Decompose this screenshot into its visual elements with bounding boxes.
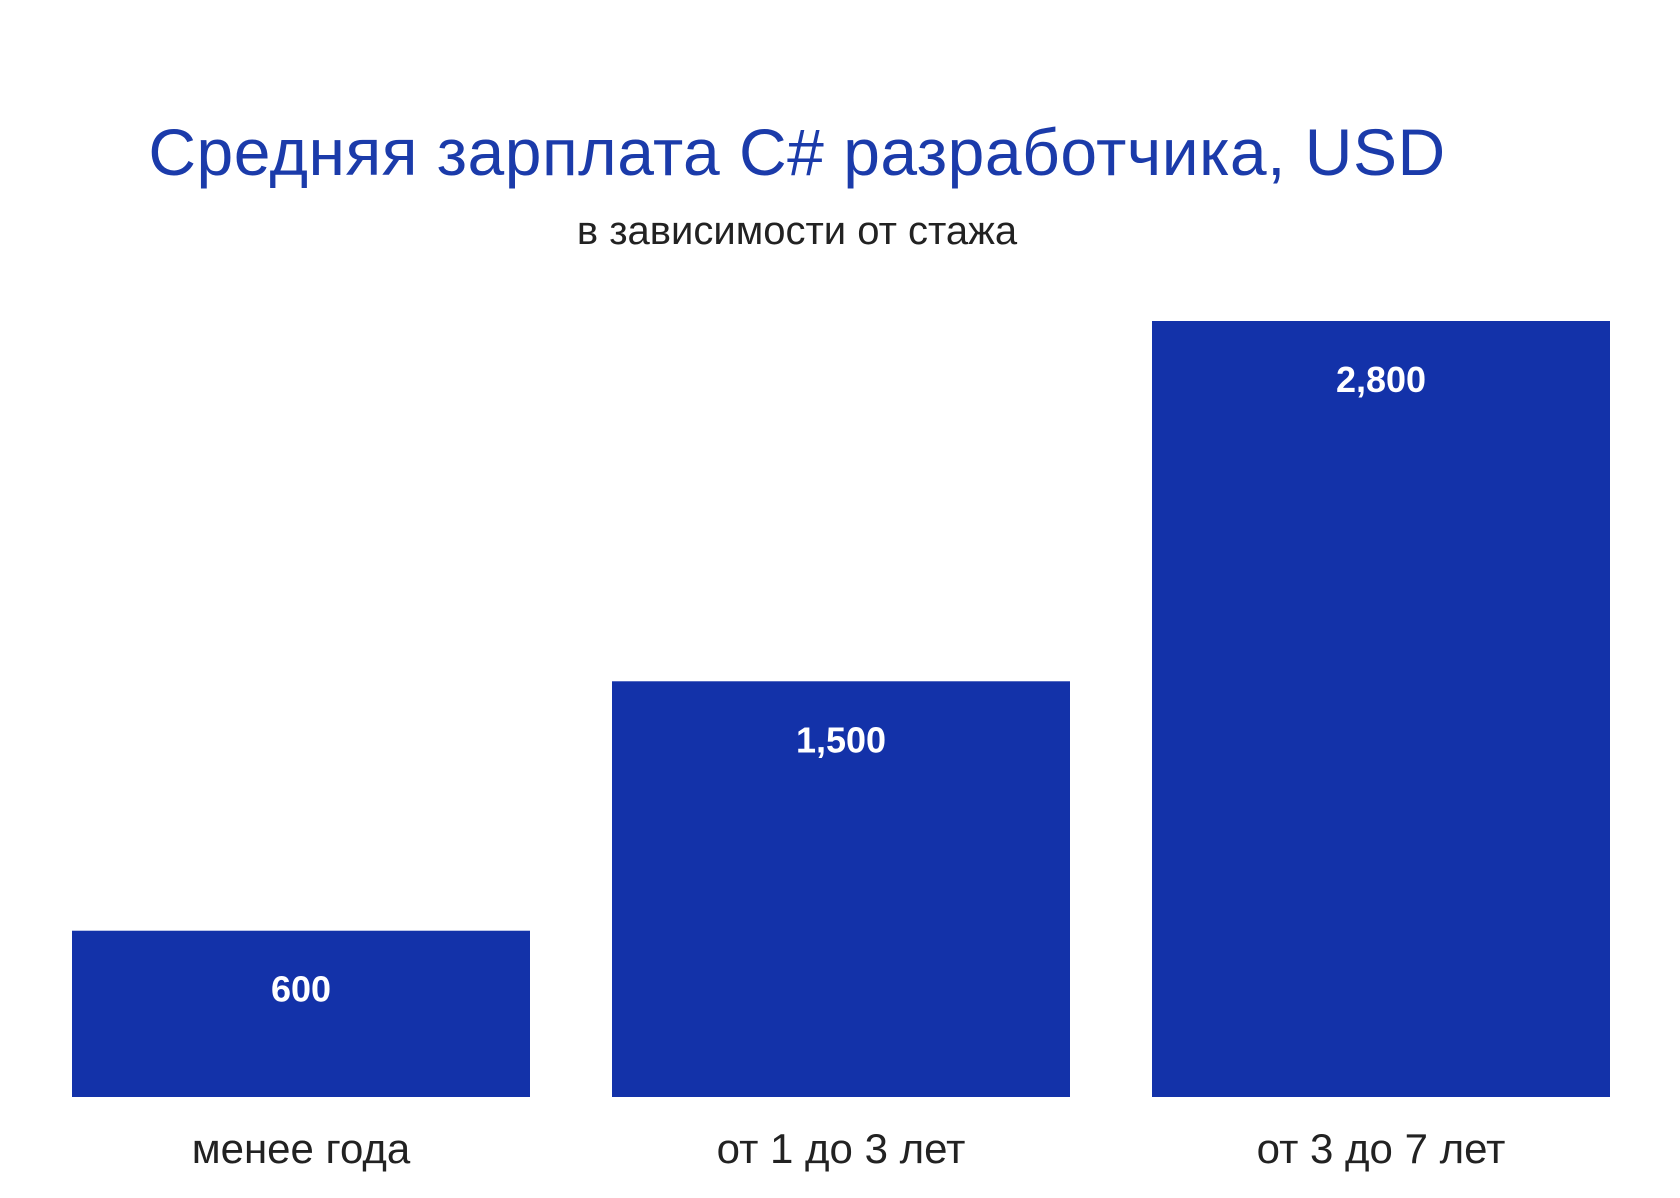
- bar-value-label-1: 600: [271, 969, 331, 1010]
- category-label-2: от 1 до 3 лет: [717, 1125, 966, 1172]
- bar-3: [1152, 321, 1610, 1097]
- chart-title: Средняя зарплата C# разработчика, USD: [148, 115, 1446, 189]
- chart-subtitle: в зависимости от стажа: [576, 209, 1018, 253]
- value-labels-group: 600 1,500 2,800: [271, 359, 1426, 1010]
- bar-2: [612, 681, 1070, 1097]
- bars-group: [72, 321, 1610, 1097]
- bar-value-label-2: 1,500: [796, 719, 886, 760]
- bar-value-label-3: 2,800: [1336, 359, 1426, 400]
- bar-1: [72, 930, 530, 1097]
- category-labels-group: менее года от 1 до 3 лет от 3 до 7 лет: [192, 1125, 1506, 1172]
- category-label-3: от 3 до 7 лет: [1257, 1125, 1506, 1172]
- category-label-1: менее года: [192, 1125, 411, 1172]
